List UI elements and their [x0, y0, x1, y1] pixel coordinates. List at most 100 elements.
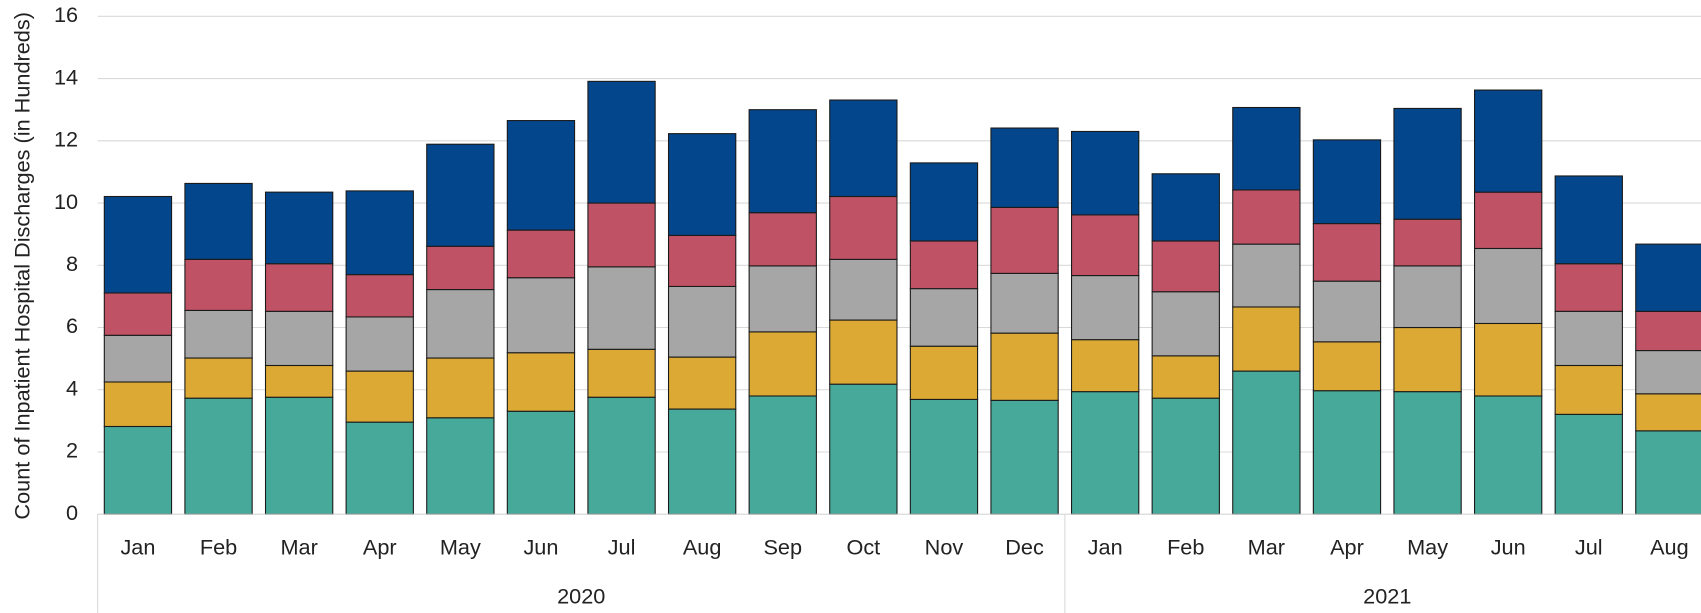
x-tick-label: Jun: [523, 535, 558, 560]
bar-segment: [667, 408, 737, 515]
bar-segment: [1070, 214, 1140, 277]
x-tick-label: Dec: [1005, 535, 1044, 560]
y-tick-label: 2: [66, 438, 78, 463]
bar-segment: [1393, 218, 1462, 267]
bar-segment: [1474, 247, 1543, 325]
bar-segment: [1554, 175, 1623, 265]
x-tick-label: Aug: [1650, 535, 1689, 560]
bar-segment: [184, 182, 253, 260]
bar-segment: [748, 331, 817, 397]
x-tick-label: Feb: [1167, 535, 1204, 560]
bar-segment: [184, 397, 253, 515]
bar-segment: [1393, 326, 1462, 393]
bar-segment: [667, 234, 737, 287]
bar-segment: [748, 265, 817, 333]
group-label: 2021: [1363, 584, 1411, 609]
bar-segment: [1554, 364, 1623, 415]
bar-segment: [587, 80, 656, 204]
bar-segment: [103, 195, 173, 294]
bar-segment: [506, 229, 576, 279]
bar-segment: [1554, 263, 1623, 312]
bar-segment: [1554, 413, 1623, 515]
bar-segment: [667, 285, 737, 358]
bar-segment: [748, 212, 817, 267]
x-tick-label: Jun: [1491, 535, 1526, 560]
x-tick-label: Apr: [1330, 535, 1364, 560]
bar-segment: [990, 272, 1059, 334]
bar-segment: [1232, 306, 1301, 372]
bar-segment: [990, 206, 1059, 274]
bar-segment: [1151, 240, 1220, 293]
bar-segment: [748, 109, 817, 214]
x-tick-label: Aug: [683, 535, 722, 560]
bar-segment: [1474, 395, 1543, 515]
bar-segment: [426, 143, 495, 247]
bar-segment: [829, 319, 898, 385]
bar-segment: [1635, 350, 1701, 395]
bar-segment: [1070, 339, 1140, 393]
bar-segment: [184, 357, 253, 399]
bar-segment: [264, 364, 334, 398]
bar-segment: [1151, 291, 1220, 357]
y-tick-label: 14: [54, 64, 78, 89]
x-tick-label: May: [440, 535, 481, 560]
bar-segment: [264, 191, 334, 265]
bar-segment: [1635, 393, 1701, 432]
y-tick-label: 16: [54, 2, 78, 27]
x-tick-label: Sep: [763, 535, 802, 560]
bar-segment: [1474, 191, 1543, 250]
bar-segment: [506, 277, 576, 354]
bar-segment: [103, 334, 173, 383]
bar-segment: [426, 417, 495, 515]
bar-segment: [748, 395, 817, 515]
bar-segment: [1151, 355, 1220, 399]
x-tick-label: Jul: [1575, 535, 1603, 560]
x-tick-label: Jan: [1088, 535, 1123, 560]
bar-segment: [1635, 310, 1701, 352]
bar-segment: [1474, 322, 1543, 397]
bar-segment: [426, 289, 495, 359]
bar-segment: [1070, 275, 1140, 341]
x-tick-label: Mar: [1248, 535, 1285, 560]
bar-segment: [909, 162, 979, 242]
y-tick-label: 12: [54, 127, 78, 152]
bar-segment: [829, 383, 898, 515]
bar-segment: [1312, 223, 1382, 282]
x-tick-label: Oct: [846, 535, 880, 560]
bar-segment: [506, 352, 576, 412]
y-tick-label: 6: [66, 313, 78, 338]
y-tick-label: 4: [66, 375, 78, 400]
bar-segment: [345, 274, 414, 318]
bar-segment: [264, 263, 334, 312]
bar-segment: [1393, 391, 1462, 515]
bar-segment: [345, 316, 414, 372]
bar-segment: [345, 421, 414, 515]
bar-segment: [103, 381, 173, 428]
bar-segment: [1312, 341, 1382, 392]
bar-segment: [264, 396, 334, 515]
bar-segment: [1393, 107, 1462, 220]
bar-segment: [1232, 370, 1301, 515]
bar-segment: [1312, 280, 1382, 343]
y-tick-label: 10: [54, 189, 78, 214]
bar-segment: [506, 410, 576, 515]
bar-segment: [909, 240, 979, 290]
bar-segment: [103, 292, 173, 336]
bar-segment: [909, 345, 979, 400]
bar-segment: [1312, 390, 1382, 515]
bar-segment: [506, 120, 576, 231]
bar-segment: [1312, 139, 1382, 225]
bar-segment: [990, 127, 1059, 208]
bar-segment: [587, 396, 656, 515]
y-axis-title: Count of Inpatient Hospital Discharges (…: [10, 12, 35, 520]
bar-segment: [1151, 397, 1220, 515]
x-tick-label: Jul: [608, 535, 636, 560]
bar-segment: [426, 357, 495, 419]
bar-segment: [909, 398, 979, 515]
bar-segment: [1635, 430, 1701, 515]
group-label: 2020: [557, 584, 605, 609]
bar-segment: [990, 332, 1059, 401]
y-tick-label: 0: [66, 500, 78, 525]
bar-segment: [1232, 189, 1301, 245]
